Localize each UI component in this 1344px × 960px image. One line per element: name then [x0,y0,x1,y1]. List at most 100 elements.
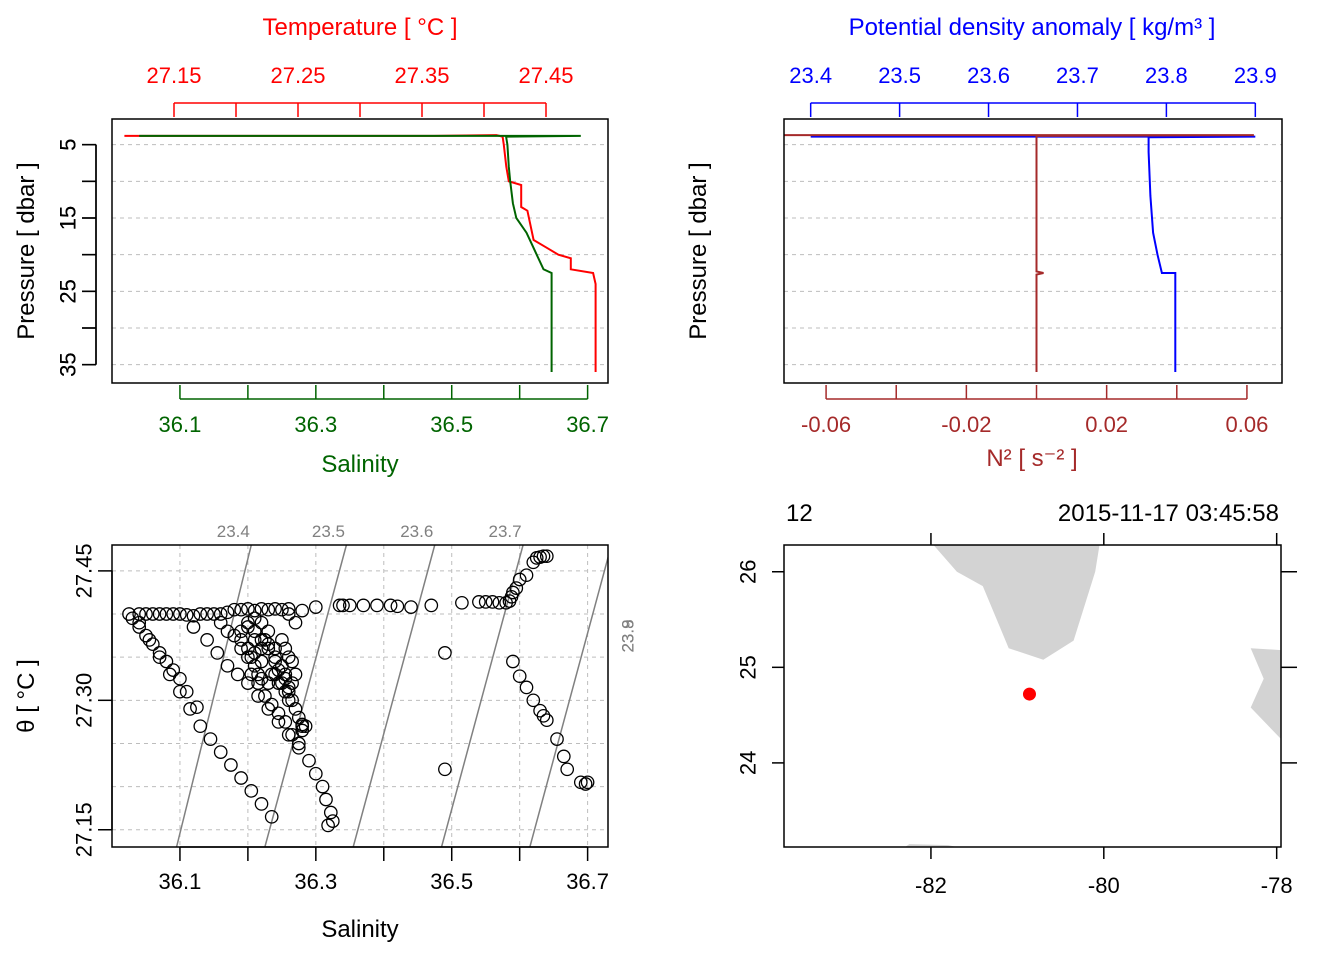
ts-point [319,792,333,807]
ts-point [254,615,269,630]
tick-label: 23.5 [878,63,921,88]
ts-point [404,600,418,614]
ts-point [556,749,571,764]
ts-point [241,620,255,634]
ts-point [220,624,235,639]
ts-point [383,598,398,613]
ts-point [332,598,347,613]
tick-label: 15 [56,206,81,230]
isopycnal-line [618,545,700,847]
ts-point [275,633,289,647]
tick-label: 36.5 [430,869,473,894]
ts-point [321,818,335,833]
ts-point [295,603,310,618]
tick-label: 23.9 [1234,63,1277,88]
isopycnal-line [529,554,608,847]
ts-point [227,628,242,643]
ts-point [291,710,306,725]
ts-point [220,605,235,620]
ts-point [210,646,225,660]
ts-point [224,758,238,772]
ts-point [159,654,174,669]
pressure-axis: 5 15 25 35 [56,139,97,377]
latitude-axis: 24 25 26 [736,560,1297,775]
tick-label: 0.02 [1085,412,1128,437]
ts-point [251,667,265,682]
ts-point [145,637,160,652]
ts-point [179,608,194,622]
ts-point [526,693,541,708]
ts-point [519,568,534,583]
tick-label: 36.1 [159,869,202,894]
ts-point [271,706,286,721]
ts-point [478,595,493,609]
ts-point [213,607,228,621]
ts-point [268,641,282,656]
plot-frame [783,118,1283,384]
grid [112,144,608,366]
ts-point [152,650,167,665]
ts-point [281,693,296,708]
ts-point [234,641,248,656]
ts-point [139,607,153,621]
ts-point [183,702,197,716]
ts-point [288,702,303,716]
ts-point [315,779,330,794]
ts-point [536,708,551,723]
ts-point [230,667,245,682]
tick-label: -0.02 [941,412,991,437]
isopycnal-label: 23.6 [400,522,433,541]
tick-label: 27.25 [270,63,325,88]
ts-point [278,667,293,682]
salinity-axis-label: Salinity [321,451,398,478]
ts-point [234,602,248,617]
salinity-profile [139,134,581,372]
ts-point [356,598,371,613]
theta-axis-label: θ [ °C ] [13,659,40,733]
ts-point [492,595,507,610]
ts-point [254,602,269,616]
ts-point [254,633,269,647]
ts-point [291,736,306,751]
station-datetime: 2015-11-17 03:45:58 [1058,500,1279,527]
ts-point [264,667,279,682]
tick-label: -78 [1261,873,1293,898]
ts-point [247,633,262,647]
tick-label: 27.35 [394,63,449,88]
tick-label: 36.7 [566,869,609,894]
density-axis-label: Potential density anomaly [ kg/m³ ] [849,14,1216,41]
ts-point [285,727,299,742]
land-polygon [1250,648,1281,739]
ts-point [234,771,248,785]
tick-label: 27.15 [146,63,201,88]
tick-label: 27.45 [518,63,573,88]
ts-point [220,658,235,673]
tick-label: 36.3 [294,869,337,894]
isopycnal-label: 23.9 [619,619,638,652]
ts-point [288,667,303,682]
ts-point [203,732,218,746]
isopycnal-line [264,545,348,847]
ts-point [152,607,167,621]
tick-label: 35 [56,352,81,376]
map-frame [783,544,1282,848]
ts-point [258,689,272,703]
ts-point [472,595,486,609]
isopycnal-line [175,545,253,847]
grid [112,545,608,847]
ts-point [550,732,564,746]
ts-point [125,611,140,626]
panel-ts-diagram: 23.4 23.5 23.6 23.723.823.9 36.1 36.3 36.5 36.… [13,522,700,943]
isopycnal-label: 23.8 [619,619,638,652]
ts-point [281,684,296,699]
n2-profile [784,134,1254,372]
panel-density-n2: 23.4 23.5 23.6 23.7 23.8 23.9 -0.06 -0.02 0.02 0… [56,14,1283,472]
grid [784,144,1282,366]
density-profile [810,135,1256,372]
ts-point [162,667,177,682]
ts-point [261,637,276,652]
ts-point [499,595,513,610]
longitude-axis: -82 -80 -78 [915,533,1293,898]
ts-point [325,814,340,828]
ts-point [281,602,296,616]
